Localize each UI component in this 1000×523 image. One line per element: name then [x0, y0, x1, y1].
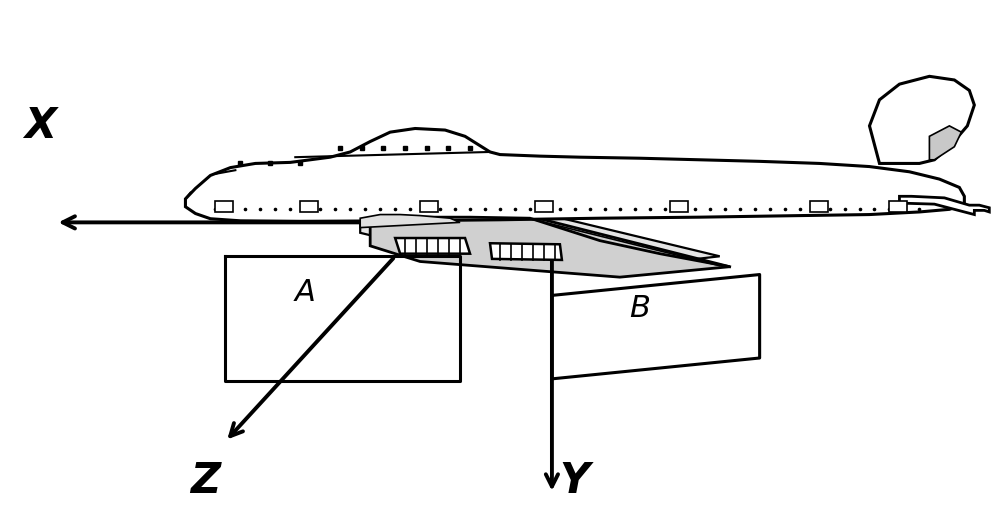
Text: A: A	[295, 278, 316, 308]
Polygon shape	[370, 219, 730, 277]
Bar	[810, 201, 828, 212]
Text: B: B	[629, 294, 650, 323]
Polygon shape	[929, 126, 961, 160]
Polygon shape	[869, 76, 974, 163]
Bar	[420, 201, 438, 212]
Text: X: X	[25, 105, 57, 147]
Bar	[215, 201, 233, 212]
Bar	[535, 201, 553, 212]
Bar	[670, 201, 688, 212]
Polygon shape	[395, 238, 470, 254]
Text: Z: Z	[190, 460, 220, 502]
Polygon shape	[360, 213, 720, 268]
Polygon shape	[899, 196, 989, 214]
Polygon shape	[360, 214, 460, 228]
Bar	[889, 201, 907, 212]
Polygon shape	[185, 129, 964, 221]
Text: Y: Y	[560, 460, 590, 502]
Bar	[300, 201, 318, 212]
Polygon shape	[490, 243, 562, 260]
